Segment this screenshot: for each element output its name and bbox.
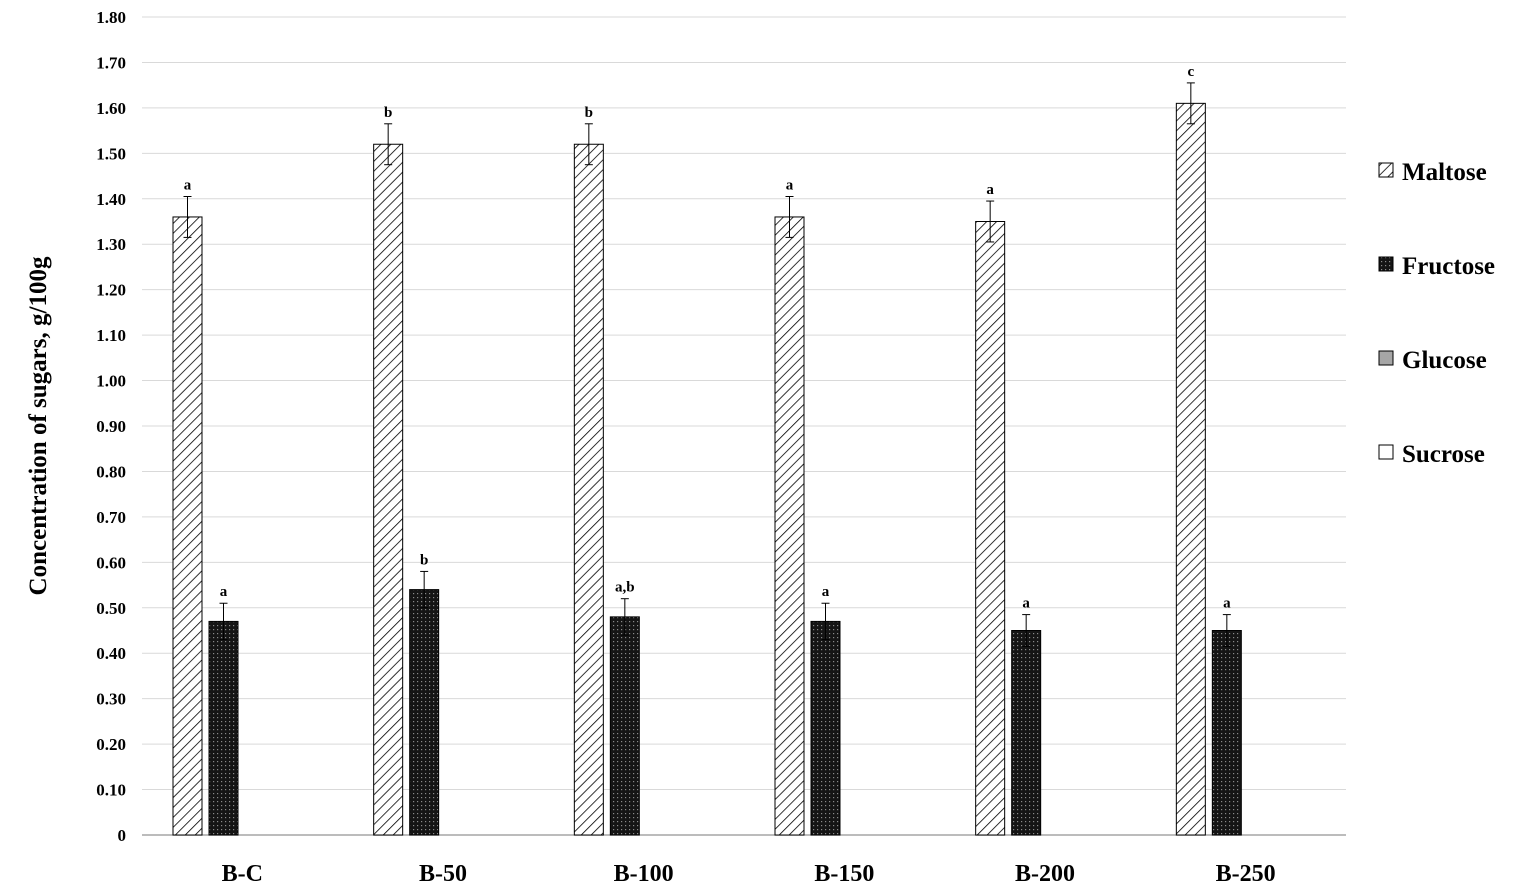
y-tick-label: 1.80: [96, 8, 126, 27]
y-tick-label: 1.60: [96, 99, 126, 118]
bar-fructose-b-200: [1011, 630, 1042, 836]
y-tick-label: 0.50: [96, 599, 126, 618]
significance-label: a: [822, 584, 830, 600]
legend-swatch-fructose: [1378, 256, 1394, 272]
y-tick-label: 1.30: [96, 235, 126, 254]
y-axis-label: Concentration of sugars, g/100g: [25, 256, 52, 595]
significance-label: b: [384, 105, 392, 121]
category-label: B-50: [419, 861, 467, 887]
y-axis-tick-labels: 0 0.10 0.20 0.30 0.40 0.50 0.60 0.70 0.80 0.90 1.0…: [96, 8, 126, 845]
legend-label-sucrose: Sucrose: [1402, 441, 1485, 468]
category-label: B-100: [614, 861, 674, 887]
significance-label: a: [986, 182, 994, 198]
y-tick-label: 0.30: [96, 690, 126, 709]
legend-label-glucose: Glucose: [1402, 347, 1487, 374]
y-tick-label: 1.50: [96, 144, 126, 163]
y-tick-label: 0.40: [96, 644, 126, 663]
significance-label: a: [184, 178, 192, 194]
legend-swatch-sucrose: [1378, 444, 1394, 460]
bar-fructose-b-250: [1211, 630, 1242, 836]
category-label: B-200: [1015, 861, 1075, 887]
category-label: B-150: [814, 861, 874, 887]
gridlines: [142, 16, 1346, 836]
y-tick-label: 1.10: [96, 326, 126, 345]
legend-label-fructose: Fructose: [1402, 253, 1495, 280]
significance-label: a: [1022, 596, 1030, 612]
significance-label: a: [786, 178, 794, 194]
error-bars: [183, 82, 1231, 647]
legend-swatch-maltose: [1378, 162, 1394, 178]
bar-maltose-b-250: [1175, 102, 1206, 836]
y-tick-label: 0.20: [96, 735, 126, 754]
y-tick-label: 0.70: [96, 508, 126, 527]
legend-swatch-glucose: [1378, 350, 1394, 366]
significance-label: a,b: [615, 580, 635, 596]
y-tick-label: 0: [118, 826, 127, 845]
y-tick-label: 1.40: [96, 190, 126, 209]
bar-fructose-b-c: [208, 620, 239, 836]
significance-label: b: [420, 552, 428, 568]
bar-maltose-b-150: [774, 216, 805, 836]
category-label: B-C: [222, 861, 263, 887]
bar-maltose-b-c: [172, 216, 203, 836]
significance-labels: a a b b b a,b a a a a c a: [184, 64, 1231, 612]
y-tick-label: 0.60: [96, 553, 126, 572]
legend: Maltose Fructose Glucose Sucrose: [1378, 159, 1495, 468]
bars: [172, 102, 1242, 836]
significance-label: a: [220, 584, 228, 600]
bar-fructose-b-150: [810, 620, 841, 836]
legend-label-maltose: Maltose: [1402, 159, 1487, 186]
bar-fructose-b-100: [609, 616, 640, 836]
y-tick-label: 1.20: [96, 281, 126, 300]
y-tick-label: 1.70: [96, 53, 126, 72]
significance-label: a: [1223, 596, 1231, 612]
bar-maltose-b-100: [573, 143, 604, 836]
significance-label: c: [1187, 64, 1194, 80]
significance-label: b: [585, 105, 593, 121]
y-tick-label: 0.80: [96, 462, 126, 481]
x-axis-category-labels: B-C B-50 B-100 B-150 B-200 B-250: [222, 861, 1276, 887]
y-tick-label: 0.90: [96, 417, 126, 436]
bar-maltose-b-200: [975, 221, 1006, 836]
bar-maltose-b-50: [373, 143, 404, 836]
y-tick-label: 0.10: [96, 781, 126, 800]
category-label: B-250: [1216, 861, 1276, 887]
bar-fructose-b-50: [409, 589, 440, 836]
y-tick-label: 1.00: [96, 372, 126, 391]
